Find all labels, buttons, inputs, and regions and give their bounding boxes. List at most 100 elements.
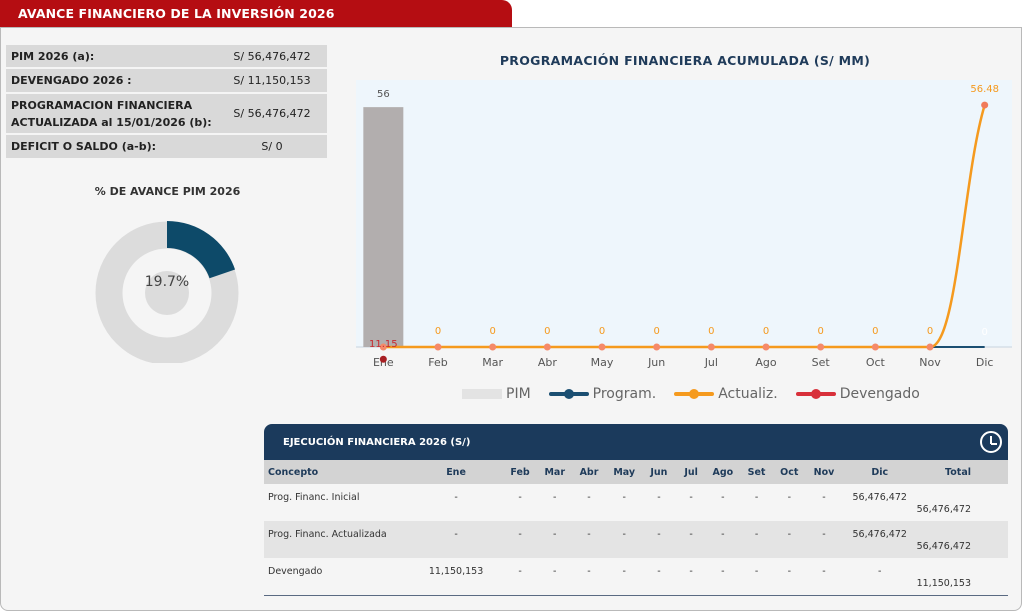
column-header: Oct: [773, 460, 806, 484]
cell: -: [501, 558, 539, 596]
cell: -: [805, 484, 843, 521]
summary-value: S/ 11,150,153: [233, 74, 311, 87]
legend-program-swatch: [548, 389, 589, 399]
cell: -: [538, 484, 572, 521]
data-label-actualiz: 0: [872, 326, 878, 337]
data-label-actualiz: 0: [708, 326, 714, 337]
summary-row-deficit: DEFICIT O SALDO (a-b): S/ 0: [6, 135, 327, 158]
column-header: Dic: [842, 460, 917, 484]
legend-item-program[interactable]: Program.: [548, 386, 656, 402]
x-tick-label: Dic: [976, 356, 994, 369]
line-actualiz: [383, 104, 986, 349]
table-row: Devengado 11,150,153 - - - - - - - - - -…: [264, 558, 1008, 596]
table-header: EJECUCIÓN FINANCIERA 2026 (S/): [264, 424, 1008, 460]
bar-pim: [363, 107, 404, 347]
data-label-actualiz: 0: [435, 326, 441, 337]
cell: -: [571, 558, 607, 596]
point-actualiz: [926, 343, 934, 351]
cell: -: [606, 521, 642, 558]
summary-value: S/ 56,476,472: [233, 49, 311, 63]
data-label-devengado: 11.15: [369, 339, 398, 350]
x-tick-label: May: [591, 356, 614, 369]
data-label-actualiz: 56.48: [970, 84, 999, 95]
donut-center: [145, 271, 189, 315]
column-header: Total: [916, 460, 1008, 484]
data-label-actualiz: 0: [763, 326, 769, 337]
legend-label: PIM: [506, 386, 531, 402]
chart-legend: PIM Program. Actualiz. Devengado: [462, 386, 938, 402]
summary-row-devengado: DEVENGADO 2026 : S/ 11,150,153: [6, 69, 327, 92]
cell: -: [842, 558, 917, 596]
column-header: Ene: [410, 460, 502, 484]
cell: -: [606, 484, 642, 521]
column-header: Nov: [805, 460, 843, 484]
data-label-pim: 56: [377, 89, 390, 100]
x-tick-label: Set: [812, 356, 831, 369]
column-header: Feb: [501, 460, 539, 484]
cell: -: [739, 484, 774, 521]
table-header-row: Concepto Ene Feb Mar Abr May Jun Jul Ago…: [264, 460, 1008, 484]
cell: -: [410, 484, 502, 521]
x-tick-label: Mar: [482, 356, 503, 369]
cell-concepto: Prog. Financ. Inicial: [264, 484, 411, 521]
data-label-actualiz: 0: [927, 326, 933, 337]
point-actualiz: [379, 343, 387, 351]
cell-total: 11,150,153: [916, 558, 1008, 596]
point-actualiz: [762, 343, 770, 351]
cell-total: 56,476,472: [916, 521, 1008, 558]
table-row: Prog. Financ. Actualizada - - - - - - - …: [264, 521, 1008, 558]
x-tick-label: Feb: [428, 356, 447, 369]
clock-icon[interactable]: [980, 431, 1002, 453]
cell: -: [571, 521, 607, 558]
cell: 11,150,153: [410, 558, 502, 596]
summary-value: S/ 0: [261, 140, 283, 153]
point-actualiz: [653, 343, 661, 351]
donut-percent-label: 19.7%: [144, 274, 190, 290]
cell: -: [805, 558, 843, 596]
legend-item-pim[interactable]: PIM: [462, 386, 531, 402]
cell-concepto: Prog. Financ. Actualizada: [264, 521, 411, 558]
column-header: May: [606, 460, 642, 484]
summary-row-programacion: PROGRAMACION FINANCIERA ACTUALIZADA al 1…: [6, 94, 327, 133]
point-actualiz: [489, 343, 497, 351]
summary-value: S/ 56,476,472: [233, 107, 311, 120]
summary-label: DEFICIT O SALDO (a-b):: [11, 140, 157, 153]
cell: -: [705, 521, 740, 558]
cell: -: [805, 521, 843, 558]
column-header: Abr: [571, 460, 607, 484]
chart-title: PROGRAMACIÓN FINANCIERA ACUMULADA (S/ MM…: [499, 53, 871, 68]
cell: -: [606, 558, 642, 596]
point-devengado: [379, 355, 387, 363]
summary-label: PROGRAMACION FINANCIERA ACTUALIZADA al 1…: [11, 98, 212, 129]
point-actualiz: [981, 101, 989, 109]
data-label-actualiz: 0: [817, 326, 823, 337]
donut-progress-arc: [167, 221, 236, 279]
legend-item-devengado[interactable]: Devengado: [795, 386, 920, 402]
legend-devengado-swatch: [795, 389, 836, 399]
column-header: Jul: [676, 460, 706, 484]
financial-chart: EneFebMarAbrMayJunJulAgoSetOctNovDic5600…: [356, 80, 1012, 369]
execution-table: Concepto Ene Feb Mar Abr May Jun Jul Ago…: [264, 460, 1008, 596]
cell: -: [538, 521, 572, 558]
data-label-actualiz: 0: [599, 326, 605, 337]
point-actualiz: [434, 343, 442, 351]
summary-label: PIM 2026 (a):: [11, 49, 95, 63]
progress-donut: [95, 221, 239, 363]
point-actualiz: [598, 343, 606, 351]
cell: -: [773, 484, 806, 521]
cell: -: [773, 558, 806, 596]
cell: -: [501, 521, 539, 558]
cell: -: [410, 521, 502, 558]
data-label-actualiz: 0: [653, 326, 659, 337]
x-tick-label: Nov: [919, 356, 941, 369]
column-header: Ago: [705, 460, 740, 484]
x-tick-label: Jul: [704, 356, 718, 369]
point-actualiz: [707, 343, 715, 351]
legend-item-actualiz[interactable]: Actualiz.: [674, 386, 778, 402]
cell: 56,476,472: [842, 521, 917, 558]
cell: -: [538, 558, 572, 596]
cell: -: [739, 558, 774, 596]
cell: -: [676, 558, 706, 596]
cell-concepto: Devengado: [264, 558, 411, 596]
x-tick-label: Abr: [538, 356, 558, 369]
